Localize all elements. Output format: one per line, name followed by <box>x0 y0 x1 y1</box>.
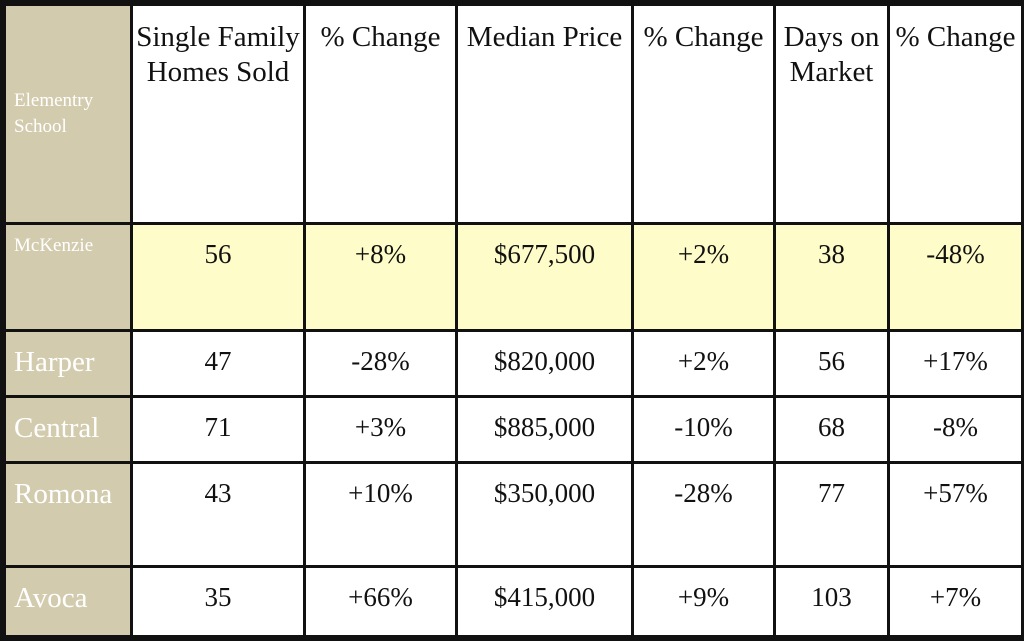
header-days-on-market: Days on Market <box>773 2 890 226</box>
table-row: Harper 47 -28% $820,000 +2% 56 +17% <box>3 328 1024 398</box>
days-change-cell: -8% <box>887 394 1024 465</box>
median-price-cell: $885,000 <box>455 394 634 465</box>
price-change-cell: -10% <box>631 394 776 465</box>
days-on-market-cell: 56 <box>773 328 890 398</box>
table-row: Romona 43 +10% $350,000 -28% 77 +57% <box>3 461 1024 568</box>
sold-change-cell: -28% <box>303 328 458 398</box>
median-price-cell: $350,000 <box>455 461 634 568</box>
homes-sold-cell: 47 <box>130 328 306 398</box>
header-sold-change: % Change <box>303 2 458 226</box>
homes-sold-cell: 56 <box>130 222 306 332</box>
days-change-cell: +57% <box>887 461 1024 568</box>
homes-sold-cell: 71 <box>130 394 306 465</box>
days-on-market-cell: 103 <box>773 564 890 639</box>
school-name: Avoca <box>3 564 133 639</box>
sold-change-cell: +8% <box>303 222 458 332</box>
sold-change-cell: +3% <box>303 394 458 465</box>
school-name: McKenzie <box>3 222 133 332</box>
sold-change-cell: +66% <box>303 564 458 639</box>
header-row: Elementry School Single Family Homes Sol… <box>3 2 1024 226</box>
median-price-cell: $415,000 <box>455 564 634 639</box>
header-days-change: % Change <box>887 2 1024 226</box>
school-name: Romona <box>3 461 133 568</box>
days-on-market-cell: 38 <box>773 222 890 332</box>
days-change-cell: +7% <box>887 564 1024 639</box>
table-row: Central 71 +3% $885,000 -10% 68 -8% <box>3 394 1024 465</box>
homes-sold-cell: 35 <box>130 564 306 639</box>
price-change-cell: +9% <box>631 564 776 639</box>
header-school: Elementry School <box>3 2 133 226</box>
school-home-sales-table: Elementry School Single Family Homes Sol… <box>3 2 1024 639</box>
school-name: Central <box>3 394 133 465</box>
price-change-cell: -28% <box>631 461 776 568</box>
median-price-cell: $677,500 <box>455 222 634 332</box>
days-change-cell: -48% <box>887 222 1024 332</box>
days-change-cell: +17% <box>887 328 1024 398</box>
price-change-cell: +2% <box>631 222 776 332</box>
header-median-price: Median Price <box>455 2 634 226</box>
days-on-market-cell: 68 <box>773 394 890 465</box>
sold-change-cell: +10% <box>303 461 458 568</box>
median-price-cell: $820,000 <box>455 328 634 398</box>
header-price-change: % Change <box>631 2 776 226</box>
homes-sold-cell: 43 <box>130 461 306 568</box>
price-change-cell: +2% <box>631 328 776 398</box>
table-row: Avoca 35 +66% $415,000 +9% 103 +7% <box>3 564 1024 639</box>
table-row: McKenzie 56 +8% $677,500 +2% 38 -48% <box>3 222 1024 332</box>
days-on-market-cell: 77 <box>773 461 890 568</box>
school-name: Harper <box>3 328 133 398</box>
header-homes-sold: Single Family Homes Sold <box>130 2 306 226</box>
